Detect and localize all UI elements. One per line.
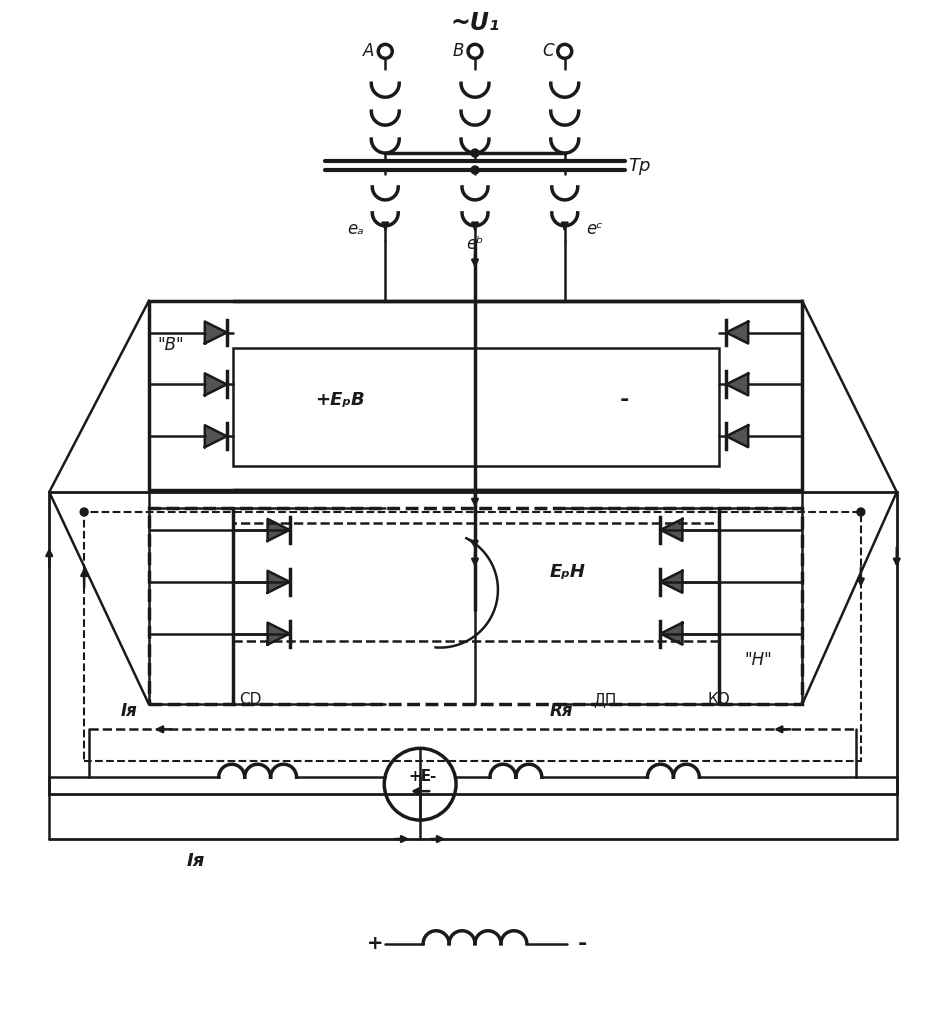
Text: ДП: ДП — [592, 692, 616, 706]
Text: C: C — [542, 43, 553, 60]
Text: "B": "B" — [157, 337, 184, 354]
Text: -: - — [578, 934, 588, 954]
Text: КО: КО — [708, 692, 730, 706]
Polygon shape — [727, 322, 748, 343]
Bar — [149, 300, 802, 490]
Polygon shape — [267, 519, 289, 541]
Text: EₚH: EₚH — [550, 562, 586, 581]
Polygon shape — [727, 425, 748, 448]
Polygon shape — [267, 622, 289, 645]
Text: eᵇ: eᵇ — [466, 234, 484, 253]
Text: eₐ: eₐ — [347, 220, 363, 238]
Polygon shape — [204, 322, 226, 343]
Polygon shape — [267, 570, 289, 593]
Polygon shape — [204, 374, 226, 395]
Text: A: A — [362, 43, 374, 60]
Polygon shape — [660, 570, 683, 593]
Text: Rя: Rя — [550, 702, 573, 721]
Text: -: - — [620, 391, 630, 410]
Circle shape — [471, 166, 479, 174]
Text: CD: CD — [240, 692, 262, 706]
Text: -: - — [429, 768, 436, 784]
Bar — [233, 523, 719, 640]
Polygon shape — [727, 374, 748, 395]
Text: "H": "H" — [745, 651, 772, 669]
Bar — [233, 348, 719, 466]
Text: +E: +E — [409, 768, 432, 784]
Text: +EₚB: +EₚB — [316, 392, 365, 409]
Polygon shape — [660, 519, 683, 541]
Text: eᶜ: eᶜ — [587, 220, 603, 238]
Text: ~U₁: ~U₁ — [451, 11, 499, 36]
Text: B: B — [453, 43, 464, 60]
Polygon shape — [204, 425, 226, 448]
Circle shape — [857, 508, 864, 516]
Bar — [84, 512, 861, 761]
Text: +: + — [367, 934, 383, 953]
Polygon shape — [660, 622, 683, 645]
Circle shape — [471, 149, 479, 157]
Bar — [49, 492, 897, 794]
Circle shape — [80, 508, 88, 516]
Bar — [149, 508, 802, 704]
Text: Iя: Iя — [186, 852, 205, 870]
Text: Тр: Тр — [629, 156, 650, 175]
Text: Iя: Iя — [121, 702, 137, 721]
